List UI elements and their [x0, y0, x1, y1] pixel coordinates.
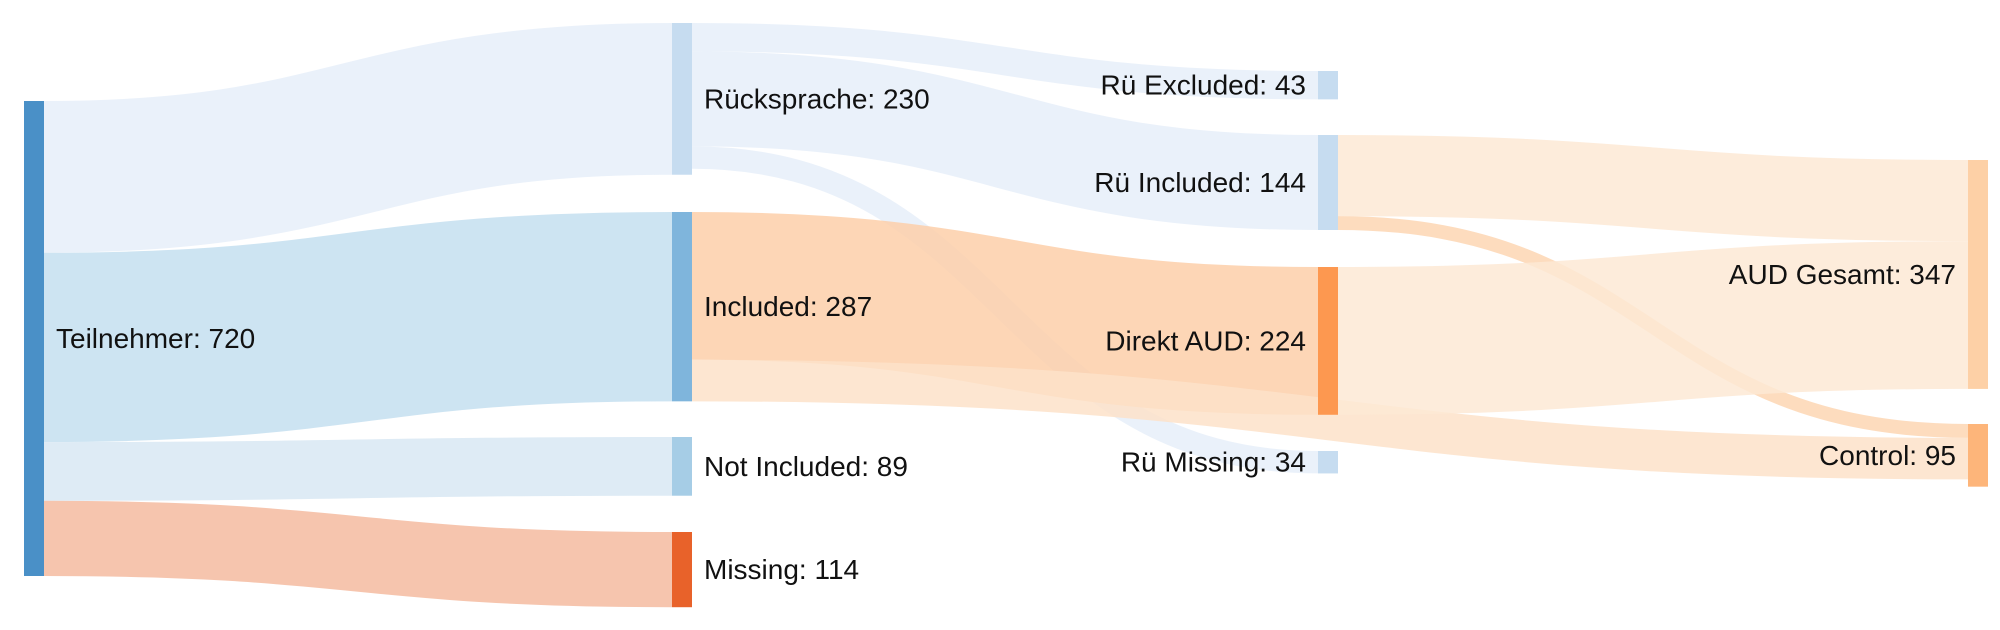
link-included-to-control: [691, 359, 1969, 480]
link-rucksprache-to-ru_excluded: [691, 22, 1319, 100]
sankey-links: [43, 22, 1969, 608]
node-label-aud_gesamt: AUD Gesamt: 347: [1729, 259, 1956, 290]
node-label-included: Included: 287: [704, 291, 872, 322]
node-teilnehmer: [24, 101, 44, 576]
node-label-not_included: Not Included: 89: [704, 451, 908, 482]
link-included-to-direkt_aud: [691, 212, 1319, 415]
node-direkt_aud: [1318, 267, 1338, 415]
node-ru_missing: [1318, 451, 1338, 474]
node-ru_excluded: [1318, 71, 1338, 100]
node-not_included: [672, 437, 692, 496]
node-aud_gesamt: [1968, 160, 1988, 389]
sankey-nodes: [24, 23, 1988, 608]
node-label-teilnehmer: Teilnehmer: 720: [56, 323, 255, 354]
node-missing: [672, 532, 692, 608]
node-included: [672, 212, 692, 402]
link-rucksprache-to-ru_included: [691, 51, 1319, 230]
node-label-rucksprache: Rücksprache: 230: [704, 83, 930, 114]
node-label-direkt_aud: Direkt AUD: 224: [1105, 325, 1306, 356]
node-label-missing: Missing: 114: [704, 554, 859, 585]
node-ru_included: [1318, 135, 1338, 230]
link-teilnehmer-to-missing: [43, 500, 673, 608]
node-label-ru_included: Rü Included: 144: [1094, 167, 1306, 198]
node-control: [1968, 424, 1988, 487]
sankey-labels: Teilnehmer: 720 Rücksprache: 230 Included:…: [56, 70, 1956, 585]
link-ru_included-to-aud_gesamt: [1337, 135, 1969, 242]
node-label-control: Control: 95: [1819, 440, 1956, 471]
node-rucksprache: [672, 23, 692, 175]
node-label-ru_missing: Rü Missing: 34: [1121, 447, 1306, 478]
link-teilnehmer-to-not_included: [43, 437, 673, 501]
node-label-ru_excluded: Rü Excluded: 43: [1101, 70, 1306, 101]
link-teilnehmer-to-rucksprache: [43, 23, 673, 253]
link-teilnehmer-to-included: [43, 212, 673, 443]
link-direkt_aud-to-aud_gesamt: [1337, 241, 1969, 415]
